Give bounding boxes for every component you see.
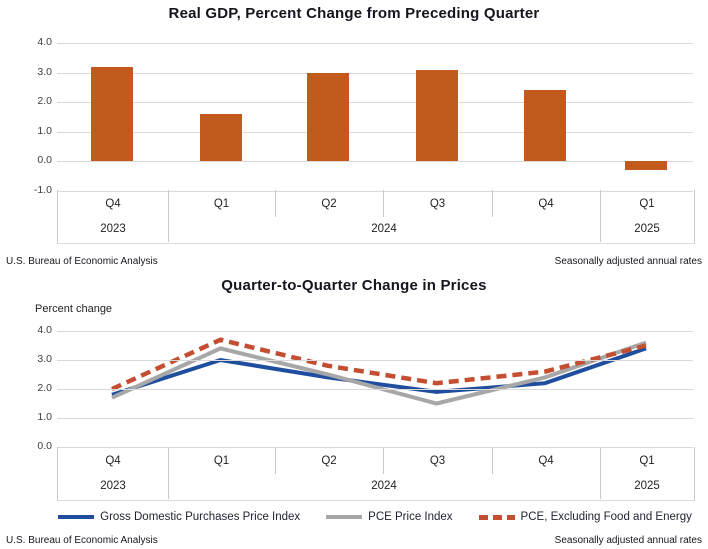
quarter-label: Q3 <box>429 198 446 210</box>
gridline-3.0 <box>57 72 693 74</box>
gridline-0.0 <box>57 161 693 162</box>
quarter-label: Q1 <box>639 198 655 210</box>
prices-legend: Gross Domestic Purchases Price Index PCE … <box>57 511 693 523</box>
legend-label: PCE Price Index <box>368 511 453 523</box>
axis-divider <box>600 447 601 499</box>
year-label: 2024 <box>371 223 397 235</box>
gridline--1.0 <box>57 190 693 192</box>
prices-x-axis: Q4 Q1 Q2 Q3 Q4 Q1 2023 2024 2025 <box>57 447 695 501</box>
year-label: 2023 <box>100 480 126 492</box>
y-tick-label: 3.0 <box>37 353 52 365</box>
y-tick-label: 4.0 <box>37 324 52 336</box>
gdp-bar-q4-4 <box>524 90 566 161</box>
quarter-label: Q4 <box>105 455 121 467</box>
y-tick-label: 2.0 <box>37 382 52 394</box>
quarter-label: Q4 <box>105 198 121 210</box>
prices-line-plot <box>57 331 693 448</box>
gridline-2.0 <box>57 102 693 103</box>
quarter-label: Q1 <box>639 455 655 467</box>
gridline-1.0 <box>57 131 693 133</box>
gdp-bar-q3-3 <box>415 69 458 161</box>
legend-swatch-solid <box>326 515 363 519</box>
legend-swatch-dashed <box>478 514 515 520</box>
gdp-chart-footer: U.S. Bureau of Economic Analysis Seasona… <box>6 256 702 267</box>
legend-item: PCE, Excluding Food and Energy <box>478 511 692 523</box>
rates-note: Seasonally adjusted annual rates <box>554 256 702 267</box>
legend-swatch-solid <box>58 515 95 519</box>
axis-divider <box>492 190 493 217</box>
source-note: U.S. Bureau of Economic Analysis <box>6 256 158 267</box>
gdp-chart-title: Real GDP, Percent Change from Preceding … <box>168 5 540 22</box>
quarter-label: Q4 <box>538 455 554 467</box>
quarter-label: Q2 <box>321 198 337 210</box>
gridline-1.0 <box>57 418 693 419</box>
prices-chart-title: Quarter-to-Quarter Change in Prices <box>221 277 487 294</box>
legend-label: PCE, Excluding Food and Energy <box>520 511 692 523</box>
y-tick-label: 1.0 <box>37 411 52 423</box>
prices-chart-footer: U.S. Bureau of Economic Analysis Seasona… <box>6 535 702 546</box>
gdp-bar-plot <box>57 43 693 192</box>
y-axis-unit-label: Percent change <box>35 303 113 315</box>
axis-divider <box>275 190 276 217</box>
quarter-label: Q2 <box>321 455 337 467</box>
legend-item: PCE Price Index <box>326 511 453 523</box>
axis-divider <box>600 190 601 242</box>
axis-divider <box>168 447 169 499</box>
gdp-bar-q1-1 <box>199 113 242 161</box>
y-tick-label: 0.0 <box>37 154 52 166</box>
y-tick-label: 1.0 <box>37 124 52 137</box>
line-pce-excluding-food-and-energy <box>111 337 647 392</box>
axis-divider <box>275 447 276 474</box>
gridline-4.0 <box>57 331 693 332</box>
axis-divider <box>168 190 169 242</box>
quarter-label: Q1 <box>213 198 230 210</box>
axis-divider <box>383 190 384 217</box>
rates-note: Seasonally adjusted annual rates <box>554 535 702 546</box>
y-tick-label: 0.0 <box>37 440 52 452</box>
quarter-label: Q3 <box>429 455 446 467</box>
year-label: 2025 <box>634 223 660 235</box>
y-tick-label: 4.0 <box>37 36 52 48</box>
legend-item: Gross Domestic Purchases Price Index <box>58 511 300 523</box>
y-tick-label: 2.0 <box>37 95 52 107</box>
gridline-2.0 <box>57 389 693 390</box>
gdp-x-axis: Q4 Q1 Q2 Q3 Q4 Q1 2023 2024 2025 <box>57 190 695 244</box>
quarter-label: Q1 <box>213 455 230 467</box>
legend-label: Gross Domestic Purchases Price Index <box>100 511 301 523</box>
gridline-4.0 <box>57 43 693 44</box>
axis-divider <box>383 447 384 474</box>
year-label: 2023 <box>100 223 126 235</box>
axis-divider <box>492 447 493 474</box>
gdp-bar-q2-2 <box>307 72 349 161</box>
year-label: 2024 <box>371 480 397 492</box>
y-tick-label: -1.0 <box>33 183 52 196</box>
gridline-0.0 <box>57 447 693 448</box>
line-gross-domestic-purchases-price-index <box>111 346 647 397</box>
gdp-bar-q1-5 <box>625 161 667 170</box>
source-note: U.S. Bureau of Economic Analysis <box>6 535 158 546</box>
gridline-3.0 <box>57 360 693 361</box>
y-tick-label: 3.0 <box>37 65 52 78</box>
year-label: 2025 <box>634 480 660 492</box>
gdp-bar-q4-0 <box>91 66 133 161</box>
quarter-label: Q4 <box>538 198 554 210</box>
